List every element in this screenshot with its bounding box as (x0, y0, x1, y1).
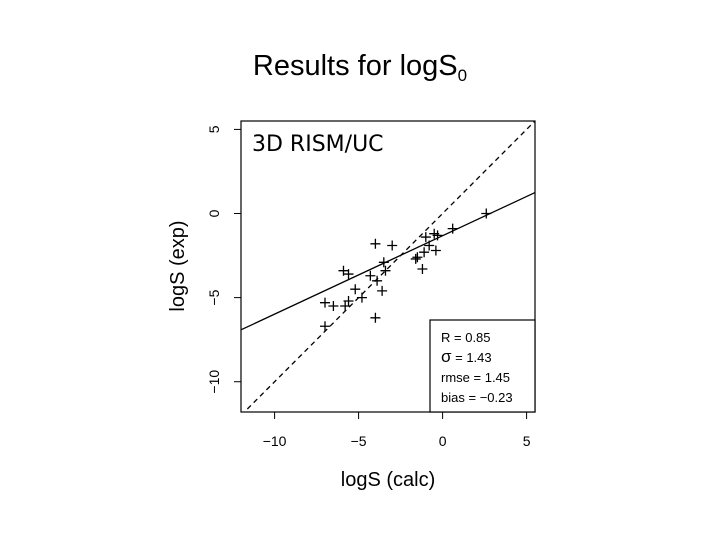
data-point (424, 240, 435, 251)
x-tick-label: 0 (439, 433, 447, 449)
data-point (372, 275, 383, 286)
legend-entry-rmse: rmse = 1.45 (441, 370, 510, 385)
y-tick-label: −10 (206, 370, 222, 394)
slide-title: Results for logS0 (0, 50, 720, 86)
legend-entry-bias: bias = −0.23 (441, 390, 513, 405)
data-point (447, 223, 458, 234)
data-point (350, 284, 361, 295)
legend-entry-r: R = 0.85 (441, 330, 491, 345)
data-point (410, 253, 421, 264)
data-point (432, 230, 443, 241)
y-tick-label: 5 (206, 125, 222, 133)
legend-box: R = 0.85 σ = 1.43 rmse = 1.45 bias = −0.… (429, 319, 536, 413)
data-point (320, 297, 330, 308)
data-point (377, 285, 388, 296)
y-tick-label: −5 (206, 289, 222, 305)
data-point (430, 245, 441, 256)
data-point (370, 238, 381, 249)
data-point (343, 269, 354, 280)
data-point (378, 257, 389, 268)
inset-label: 3D RISM/UC (252, 132, 384, 157)
data-point (340, 301, 351, 312)
identity-line (243, 121, 535, 412)
data-point (365, 270, 376, 281)
data-point (356, 292, 367, 303)
data-point (419, 247, 430, 258)
data-point (481, 208, 492, 219)
data-point (328, 301, 339, 312)
data-point (380, 265, 391, 276)
plot-frame (240, 120, 536, 413)
slide-title-text: Results for logS (252, 50, 458, 82)
slide-title-subscript: 0 (457, 66, 468, 85)
data-point (320, 321, 330, 332)
data-point (370, 312, 381, 323)
x-tick-label: 5 (523, 433, 531, 449)
data-point (338, 265, 349, 276)
data-point (343, 295, 354, 306)
y-axis-label: logS (exp) (167, 220, 189, 311)
data-point (412, 252, 423, 263)
data-point (420, 232, 431, 243)
y-tick-label: 0 (206, 209, 222, 217)
x-tick-label: −5 (351, 433, 367, 449)
data-point (417, 264, 428, 275)
x-tick-label: −10 (263, 433, 287, 449)
data-point (387, 240, 398, 251)
legend-entry-sigma: σ = 1.43 (441, 347, 492, 366)
x-axis-label: logS (calc) (341, 469, 435, 491)
